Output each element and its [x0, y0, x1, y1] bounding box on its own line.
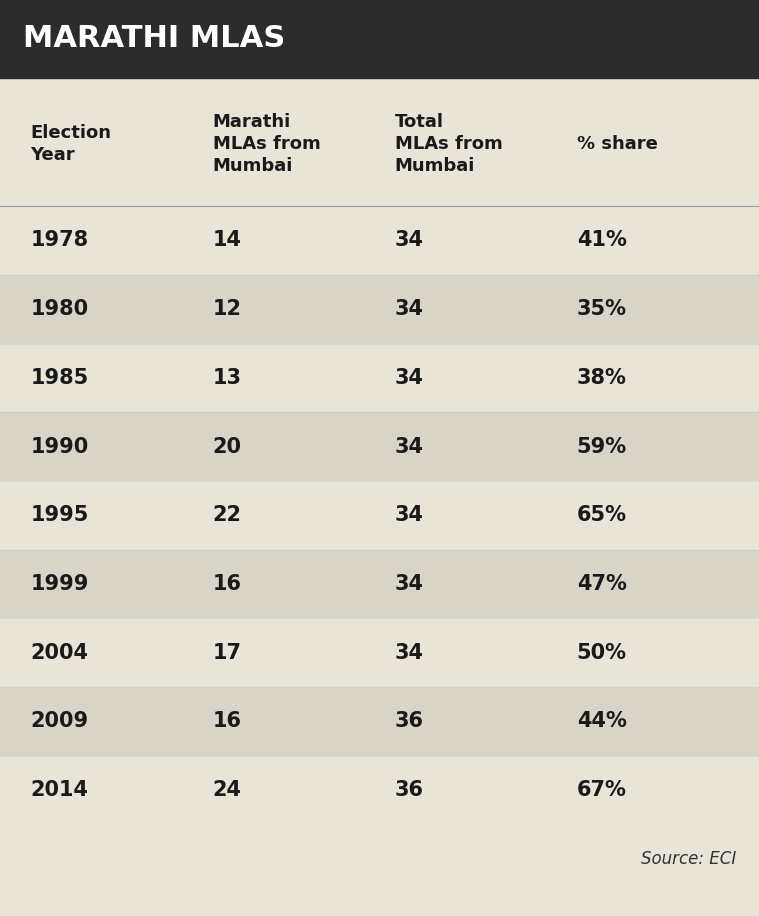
Text: 13: 13	[213, 368, 241, 387]
Text: 22: 22	[213, 506, 241, 525]
Text: 24: 24	[213, 780, 241, 800]
Text: 12: 12	[213, 300, 241, 319]
Text: 1978: 1978	[30, 231, 89, 250]
Text: 34: 34	[395, 368, 424, 387]
Text: 2009: 2009	[30, 712, 89, 731]
Text: 36: 36	[395, 712, 424, 731]
Text: 1985: 1985	[30, 368, 89, 387]
Text: Election
Year: Election Year	[30, 125, 112, 164]
Bar	[0, 275, 759, 344]
Text: Source: ECI: Source: ECI	[641, 850, 736, 867]
Bar	[0, 0, 759, 78]
Text: 1990: 1990	[30, 437, 89, 456]
Text: 59%: 59%	[577, 437, 627, 456]
Text: 34: 34	[395, 437, 424, 456]
Text: 34: 34	[395, 300, 424, 319]
Text: 16: 16	[213, 574, 241, 594]
Text: 41%: 41%	[577, 231, 627, 250]
Text: 50%: 50%	[577, 643, 627, 662]
Text: 1995: 1995	[30, 506, 89, 525]
Text: 65%: 65%	[577, 506, 627, 525]
Text: 34: 34	[395, 643, 424, 662]
Bar	[0, 82, 759, 206]
Text: 34: 34	[395, 231, 424, 250]
Text: 2014: 2014	[30, 780, 88, 800]
Text: 2004: 2004	[30, 643, 88, 662]
Text: 1999: 1999	[30, 574, 89, 594]
Bar	[0, 412, 759, 481]
Text: MARATHI MLAS: MARATHI MLAS	[23, 25, 285, 53]
Bar	[0, 481, 759, 550]
Bar	[0, 756, 759, 824]
Text: 67%: 67%	[577, 780, 627, 800]
Text: 44%: 44%	[577, 712, 627, 731]
Text: 17: 17	[213, 643, 241, 662]
Bar	[0, 344, 759, 412]
Text: 47%: 47%	[577, 574, 627, 594]
Text: 16: 16	[213, 712, 241, 731]
Text: Marathi
MLAs from
Mumbai: Marathi MLAs from Mumbai	[213, 113, 320, 176]
Text: 36: 36	[395, 780, 424, 800]
Bar	[0, 687, 759, 756]
Text: 14: 14	[213, 231, 241, 250]
Text: 35%: 35%	[577, 300, 627, 319]
Text: 1980: 1980	[30, 300, 89, 319]
Text: 34: 34	[395, 574, 424, 594]
Bar	[0, 618, 759, 687]
Bar	[0, 206, 759, 275]
Text: % share: % share	[577, 136, 658, 153]
Text: 38%: 38%	[577, 368, 627, 387]
Text: 34: 34	[395, 506, 424, 525]
Text: Total
MLAs from
Mumbai: Total MLAs from Mumbai	[395, 113, 502, 176]
Text: 20: 20	[213, 437, 241, 456]
Bar	[0, 550, 759, 618]
